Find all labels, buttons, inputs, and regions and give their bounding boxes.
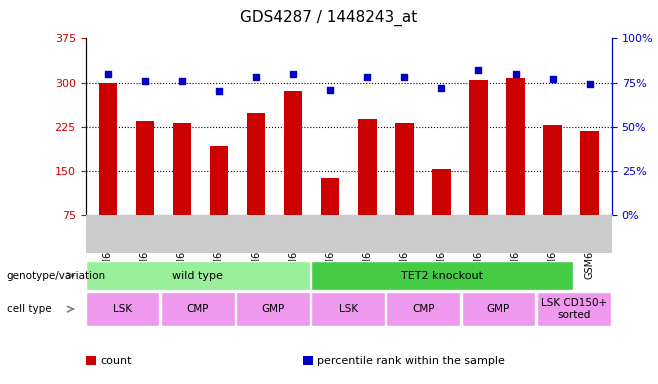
Bar: [580, 131, 599, 259]
Point: [547, 76, 558, 82]
Bar: [469, 79, 488, 259]
Point: [325, 86, 336, 93]
Text: cell type: cell type: [7, 304, 51, 314]
Text: GDS4287 / 1448243_at: GDS4287 / 1448243_at: [240, 10, 418, 26]
Bar: [172, 122, 191, 259]
Bar: [210, 146, 228, 259]
Point: [511, 71, 521, 77]
Point: [288, 71, 298, 77]
Point: [251, 74, 261, 80]
Text: GMP: GMP: [487, 304, 510, 314]
Bar: [99, 83, 117, 259]
Text: wild type: wild type: [172, 270, 223, 281]
Bar: [544, 125, 562, 259]
Point: [176, 78, 187, 84]
Text: GMP: GMP: [261, 304, 284, 314]
Point: [103, 71, 113, 77]
Text: TET2 knockout: TET2 knockout: [401, 270, 483, 281]
Text: LSK: LSK: [113, 304, 132, 314]
Point: [473, 67, 484, 73]
Bar: [395, 122, 414, 259]
Bar: [358, 119, 376, 259]
Point: [399, 74, 410, 80]
Bar: [432, 169, 451, 259]
Bar: [506, 78, 525, 259]
Text: CMP: CMP: [186, 304, 209, 314]
Point: [584, 81, 595, 88]
Bar: [247, 113, 265, 259]
Text: percentile rank within the sample: percentile rank within the sample: [317, 356, 505, 366]
Point: [214, 88, 224, 94]
Text: LSK CD150+
sorted: LSK CD150+ sorted: [541, 298, 607, 320]
Bar: [321, 178, 340, 259]
Point: [362, 74, 372, 80]
Text: count: count: [100, 356, 132, 366]
Text: CMP: CMP: [412, 304, 434, 314]
Text: LSK: LSK: [338, 304, 358, 314]
Point: [139, 78, 150, 84]
Bar: [284, 91, 303, 259]
Text: genotype/variation: genotype/variation: [7, 270, 106, 281]
Bar: [136, 121, 154, 259]
Point: [436, 85, 447, 91]
